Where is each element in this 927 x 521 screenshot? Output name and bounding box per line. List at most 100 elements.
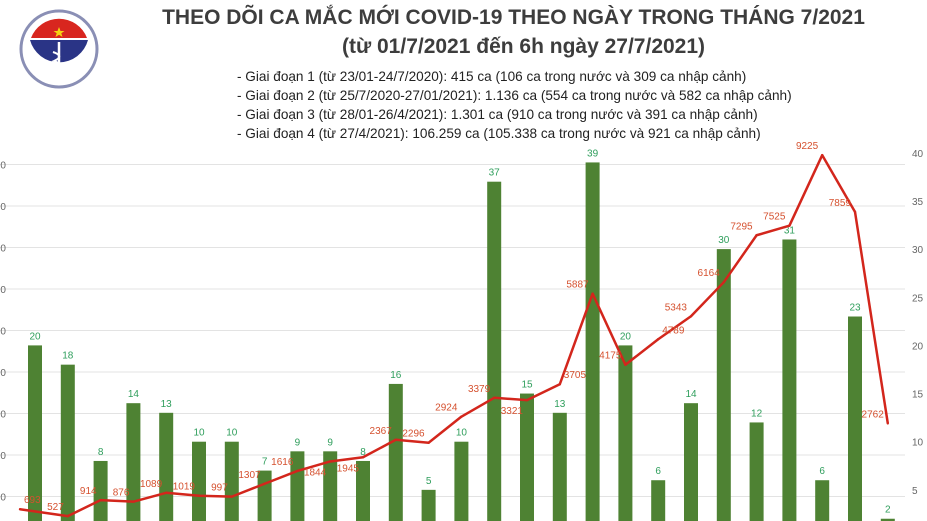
chart-title: THEO DÕI CA MẮC MỚI COVID-19 THEO NGÀY T…	[162, 6, 865, 29]
bar	[716, 249, 731, 521]
line-point	[624, 363, 627, 366]
line-point	[460, 415, 463, 418]
bar	[880, 518, 895, 521]
bar	[651, 480, 666, 521]
bar-data-label: 20	[29, 331, 41, 342]
bar-data-label: 2	[885, 505, 891, 516]
bar	[126, 403, 141, 521]
bar	[323, 451, 338, 521]
left-axis-tick-label: 4000	[0, 368, 6, 379]
bar-data-label: 39	[587, 148, 599, 159]
right-axis-tick-label: 40	[912, 149, 924, 160]
right-axis-tick-label: 20	[912, 341, 924, 352]
line-data-label: 1307	[238, 470, 261, 481]
chart-subtitle: (từ 01/7/2021 đến 6h ngày 27/7/2021)	[341, 35, 706, 58]
line-data-label: 3379	[468, 384, 491, 395]
line-data-label: 4789	[662, 325, 685, 336]
right-axis-tick-label: 30	[912, 245, 924, 256]
line-point	[427, 441, 430, 444]
line-data-label: 2367	[370, 426, 393, 437]
line-data-label: 1616	[271, 457, 294, 468]
line-point	[66, 514, 70, 518]
bar-data-label: 9	[327, 437, 333, 448]
bar-data-label: 16	[390, 370, 402, 381]
bar-data-label: 30	[718, 235, 730, 246]
left-axis-tick-label: 2000	[0, 451, 6, 462]
bar-data-label: 18	[62, 351, 74, 362]
line-data-label: 1945	[337, 463, 360, 474]
ministry-of-health-logo	[19, 9, 99, 89]
line-data-label: 5887	[566, 280, 589, 291]
line-point	[886, 422, 889, 425]
line-data-label: 7859	[829, 198, 852, 209]
line-point	[558, 383, 561, 386]
bar-data-label: 10	[193, 428, 205, 439]
bar	[552, 412, 567, 521]
bar	[159, 412, 174, 521]
line-point	[493, 396, 496, 399]
bar	[585, 162, 600, 521]
phase-note: - Giai đoạn 1 (từ 23/01-24/7/2020): 415 …	[237, 69, 747, 84]
line-data-label: 7295	[730, 221, 753, 232]
line-data-label: 9225	[796, 141, 819, 152]
bar-data-label: 6	[655, 466, 661, 477]
line-point	[263, 482, 266, 485]
bar-data-label: 20	[620, 331, 632, 342]
left-axis-tick-label: 6000	[0, 285, 6, 296]
line-data-label: 6164	[698, 268, 721, 279]
bar	[60, 364, 75, 521]
line-data-label: 693	[24, 495, 41, 506]
bar-data-label: 5	[426, 476, 432, 487]
line-point	[132, 500, 135, 503]
line-point	[788, 224, 791, 227]
bar-data-label: 10	[456, 428, 468, 439]
bar	[618, 345, 633, 521]
line-data-label: 3705	[564, 370, 587, 381]
line-data-label: 914	[80, 486, 97, 497]
bar	[356, 460, 370, 521]
line-data-label: 5343	[665, 302, 688, 313]
line-point	[755, 234, 758, 237]
left-axis-tick-label: 8000	[0, 202, 6, 213]
bar-data-label: 15	[521, 380, 533, 391]
phase-notes: - Giai đoạn 1 (từ 23/01-24/7/2020): 415 …	[237, 67, 792, 143]
line-data-label: 1019	[173, 482, 196, 493]
phase-note: - Giai đoạn 4 (từ 27/4/2021): 106.259 ca…	[237, 126, 761, 141]
line-data-label: 876	[113, 488, 130, 499]
bar	[520, 393, 534, 521]
left-axis-tick-label: 9000	[0, 161, 6, 172]
line-point	[821, 153, 824, 157]
phase-note: - Giai đoạn 2 (từ 25/7/2020-27/01/2021):…	[237, 88, 792, 103]
bar-data-label: 13	[554, 399, 566, 410]
line-point	[230, 495, 233, 498]
line-point	[525, 398, 529, 402]
bar-data-label: 6	[819, 466, 825, 477]
right-axis-tick-label: 5	[912, 486, 918, 497]
line-data-label: 2296	[402, 429, 425, 440]
line-data-label: 527	[47, 502, 64, 513]
line-point	[853, 210, 857, 214]
line-data-label: 4175	[599, 351, 622, 362]
bar	[487, 181, 502, 521]
line-point	[296, 469, 299, 473]
right-axis-tick-label: 25	[912, 293, 924, 304]
line-point	[689, 315, 693, 318]
line-point	[18, 508, 22, 511]
bar-data-label: 14	[128, 389, 140, 400]
line-point	[329, 460, 332, 463]
bar	[93, 460, 108, 521]
bar-data-label: 13	[161, 399, 173, 410]
bar	[749, 422, 764, 521]
left-axis-tick-label: 1000	[0, 493, 6, 504]
bar-data-label: 12	[751, 408, 763, 419]
bar-data-label: 37	[489, 168, 501, 179]
line-point	[722, 280, 725, 284]
bar-data-label: 23	[849, 303, 861, 314]
line-point	[99, 498, 102, 502]
bar	[848, 316, 862, 521]
bar-data-label: 8	[98, 447, 104, 458]
bar-data-label: 9	[295, 437, 301, 448]
bar	[421, 489, 436, 521]
bar-data-label: 10	[226, 428, 238, 439]
